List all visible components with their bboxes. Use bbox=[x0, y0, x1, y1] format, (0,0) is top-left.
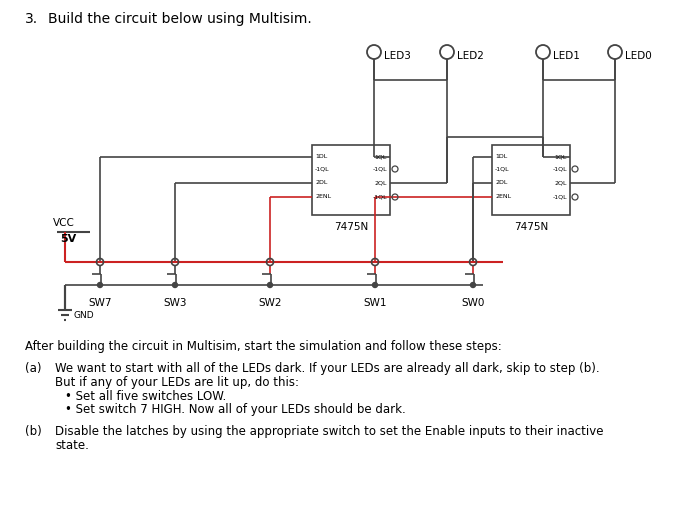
Circle shape bbox=[268, 282, 273, 288]
Text: -1QL: -1QL bbox=[372, 166, 387, 172]
Circle shape bbox=[172, 282, 178, 288]
Text: 1QL: 1QL bbox=[555, 155, 567, 159]
Text: -1QL: -1QL bbox=[553, 194, 567, 200]
Text: (a): (a) bbox=[25, 362, 42, 375]
Bar bbox=[312, 145, 390, 215]
Bar bbox=[492, 145, 570, 215]
Text: We want to start with all of the LEDs dark. If your LEDs are already all dark, s: We want to start with all of the LEDs da… bbox=[55, 362, 599, 375]
Circle shape bbox=[372, 282, 378, 288]
Text: 2DL: 2DL bbox=[495, 181, 507, 185]
Text: 7475N: 7475N bbox=[514, 222, 548, 232]
Text: Build the circuit below using Multisim.: Build the circuit below using Multisim. bbox=[48, 12, 312, 26]
Text: VCC: VCC bbox=[53, 218, 75, 228]
Text: -1QL: -1QL bbox=[495, 166, 510, 172]
Text: 2ENL: 2ENL bbox=[495, 194, 511, 200]
Text: -1QL: -1QL bbox=[372, 194, 387, 200]
Text: 1DL: 1DL bbox=[315, 155, 328, 159]
Text: -1QL: -1QL bbox=[553, 166, 567, 172]
Text: 5V: 5V bbox=[60, 234, 76, 244]
Text: SW0: SW0 bbox=[461, 298, 484, 308]
Text: GND: GND bbox=[73, 310, 93, 319]
Text: 2QL: 2QL bbox=[374, 181, 387, 185]
Text: SW7: SW7 bbox=[89, 298, 112, 308]
Circle shape bbox=[98, 282, 102, 288]
Text: LED1: LED1 bbox=[553, 51, 580, 61]
Text: SW2: SW2 bbox=[259, 298, 282, 308]
Text: 2QL: 2QL bbox=[555, 181, 567, 185]
Text: SW3: SW3 bbox=[163, 298, 187, 308]
Text: (b): (b) bbox=[25, 425, 42, 438]
Text: After building the circuit in Multisim, start the simulation and follow these st: After building the circuit in Multisim, … bbox=[25, 340, 502, 353]
Text: 7475N: 7475N bbox=[334, 222, 368, 232]
Text: LED2: LED2 bbox=[457, 51, 484, 61]
Text: 1QL: 1QL bbox=[374, 155, 387, 159]
Text: But if any of your LEDs are lit up, do this:: But if any of your LEDs are lit up, do t… bbox=[55, 376, 299, 389]
Text: Disable the latches by using the appropriate switch to set the Enable inputs to : Disable the latches by using the appropr… bbox=[55, 425, 604, 438]
Text: 3.: 3. bbox=[25, 12, 38, 26]
Text: 2ENL: 2ENL bbox=[315, 194, 331, 200]
Text: state.: state. bbox=[55, 439, 89, 452]
Text: 1DL: 1DL bbox=[495, 155, 507, 159]
Text: 2DL: 2DL bbox=[315, 181, 328, 185]
Text: LED3: LED3 bbox=[384, 51, 411, 61]
Text: SW1: SW1 bbox=[363, 298, 387, 308]
Circle shape bbox=[470, 282, 475, 288]
Text: • Set switch 7 HIGH. Now all of your LEDs should be dark.: • Set switch 7 HIGH. Now all of your LED… bbox=[65, 403, 406, 416]
Text: • Set all five switches LOW.: • Set all five switches LOW. bbox=[65, 390, 227, 403]
Text: LED0: LED0 bbox=[625, 51, 652, 61]
Text: -1QL: -1QL bbox=[315, 166, 330, 172]
